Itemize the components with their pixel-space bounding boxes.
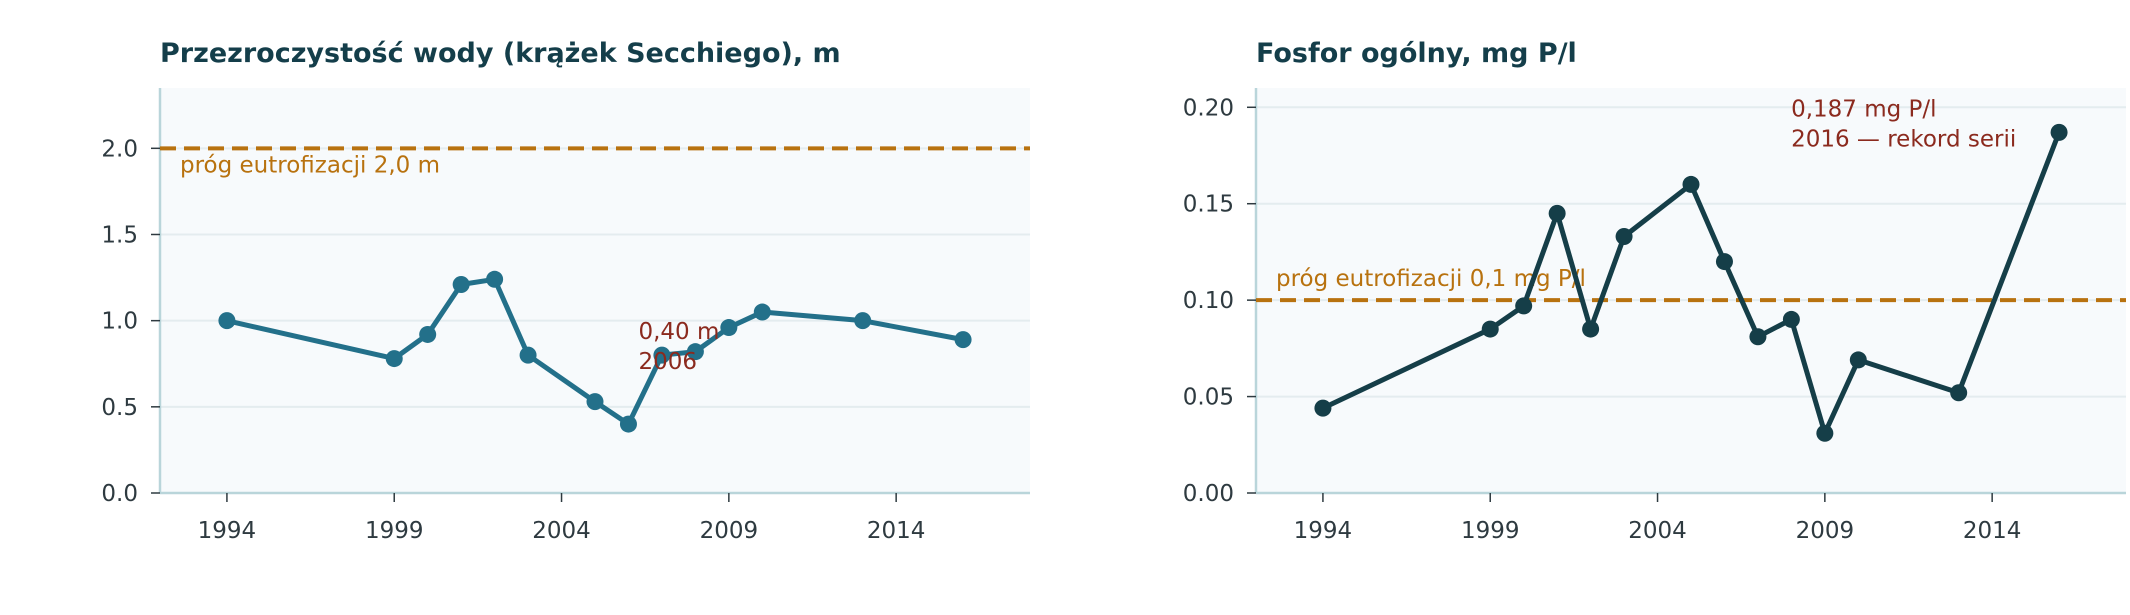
y-tick-label: 1.0 — [101, 309, 138, 335]
data-point — [1849, 351, 1867, 369]
data-point — [1749, 328, 1767, 346]
y-tick-label: 0.05 — [1183, 385, 1234, 411]
y-tick-label: 0.5 — [101, 395, 138, 421]
x-tick-label: 2014 — [1963, 518, 2022, 544]
data-point — [1314, 399, 1332, 417]
x-tick-label: 1994 — [198, 518, 257, 544]
data-point — [218, 312, 236, 330]
plot-area — [1256, 88, 2126, 493]
data-point — [586, 393, 604, 411]
data-point — [1782, 310, 1800, 328]
y-tick-label: 2.0 — [101, 136, 138, 162]
chart-title: Fosfor ogólny, mg P/l — [1256, 38, 1577, 69]
y-tick-label: 0.15 — [1183, 192, 1234, 218]
data-point — [686, 343, 704, 361]
data-point — [1715, 253, 1733, 271]
data-point — [1682, 175, 1700, 193]
chart-panel-1: 0.0 0.5 1.0 1.5 2.0 1994 1999 2004 2009 2014 Przez… — [101, 38, 1030, 544]
data-point — [519, 346, 537, 364]
annotation-text: 2006 — [638, 349, 697, 375]
data-point — [619, 415, 637, 433]
annotation-text: 0,40 m — [638, 319, 719, 345]
data-point — [1615, 228, 1633, 245]
data-point — [954, 331, 972, 349]
data-point — [1548, 204, 1566, 222]
data-point — [419, 325, 437, 343]
data-point — [720, 319, 738, 337]
data-point — [1515, 297, 1533, 315]
x-tick-label: 1999 — [1461, 518, 1520, 544]
y-tick-label: 0.00 — [1183, 481, 1234, 507]
y-tick-label: 0.20 — [1183, 95, 1234, 121]
data-point — [1481, 320, 1499, 338]
x-tick-label: 2004 — [532, 518, 591, 544]
annotation-text: 2016 — rekord serii — [1791, 126, 2016, 152]
data-point — [1816, 424, 1834, 442]
x-tick-label: 2014 — [867, 518, 926, 544]
data-point — [385, 350, 403, 368]
data-point — [486, 270, 504, 288]
y-tick-label: 0.0 — [101, 481, 138, 507]
data-point — [653, 346, 671, 364]
data-point — [1582, 320, 1600, 338]
annotation-text: 0,187 mg P/l — [1791, 96, 1936, 122]
x-tick-label: 2004 — [1628, 518, 1687, 544]
chart-panel-2: 0.00 0.05 0.10 0.15 0.20 1994 1999 2004 2009 2014… — [1183, 38, 2126, 544]
data-point — [854, 312, 872, 330]
data-point — [2050, 123, 2068, 141]
threshold-label: próg eutrofizacji 2,0 m — [180, 152, 440, 178]
threshold-label: próg eutrofizacji 0,1 mg P/l — [1276, 266, 1586, 292]
chart-title: Przezroczystość wody (krążek Secchiego),… — [160, 38, 841, 69]
series-line — [1320, 129, 2062, 436]
x-tick-label: 1994 — [1294, 518, 1353, 544]
data-point — [452, 275, 470, 293]
y-tick-label: 1.5 — [101, 222, 138, 248]
data-point — [753, 303, 771, 321]
data-point — [1950, 384, 1968, 402]
x-tick-label: 1999 — [365, 518, 424, 544]
x-tick-label: 2009 — [700, 518, 759, 544]
x-tick-label: 2009 — [1796, 518, 1855, 544]
plot-area — [160, 88, 1030, 493]
y-tick-label: 0.10 — [1183, 288, 1234, 314]
